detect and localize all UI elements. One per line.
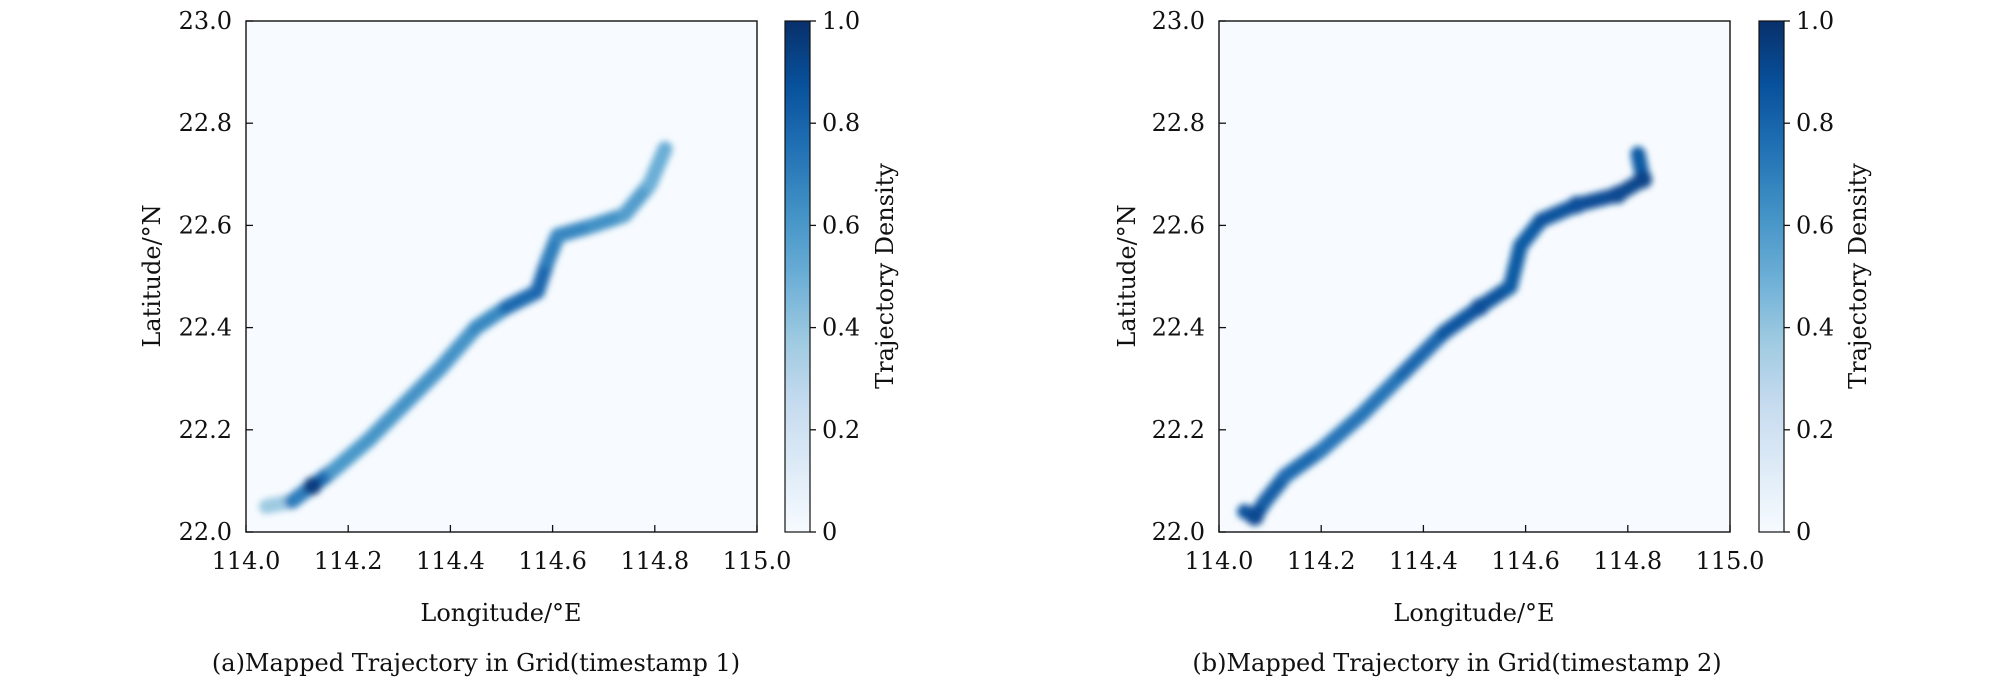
trajectory-hotspot <box>303 477 322 496</box>
y-tick-label: 22.6 <box>1152 211 1205 239</box>
trajectory-hotspot <box>1608 185 1627 204</box>
colorbar-axis: 0 0.2 0.4 0.6 0.8 1.0 <box>1784 7 1834 546</box>
chart-a: 114.0 114.2 114.4 114.6 114.8 115.0 22.022.22… <box>138 7 899 677</box>
y-axis: 22.0 22.2 22.4 22.6 22.8 23.0 <box>1152 7 1226 546</box>
colorbar-tick-label: 0.6 <box>1796 211 1834 239</box>
colorbar-tick-label: 0.6 <box>822 211 860 239</box>
colorbar <box>784 20 811 533</box>
trajectory-hotspot <box>1245 507 1264 526</box>
x-tick-label: 115.0 <box>1696 547 1765 575</box>
plot-frame <box>245 20 758 533</box>
trajectory-layer <box>258 141 673 514</box>
x-axis-label: Longitude/°E <box>420 599 581 627</box>
colorbar <box>1758 20 1785 533</box>
trajectory-segment <box>1313 406 1370 458</box>
chart-b: 114.0 114.2 114.4 114.6 114.8 115.0 22.022.22… <box>1113 7 1872 677</box>
y-tick-label: 22.2 <box>1152 416 1205 444</box>
x-tick-label: 114.4 <box>1389 547 1458 575</box>
x-tick-label: 114.8 <box>1593 547 1662 575</box>
trajectory-hotspot <box>1634 170 1653 189</box>
x-tick-label: 114.6 <box>518 547 587 575</box>
chart-caption: (b)Mapped Trajectory in Grid(timestamp 2… <box>1192 649 1721 677</box>
y-tick-label: 22.4 <box>179 314 232 342</box>
trajectory-segment <box>361 396 412 448</box>
x-tick-label: 114.0 <box>212 547 281 575</box>
y-tick-label: 22.0 <box>1152 518 1205 546</box>
colorbar-tick-label: 1.0 <box>822 7 860 35</box>
plot-area <box>246 21 757 532</box>
y-tick-label: 22.2 <box>179 416 232 444</box>
y-axis: 22.0 22.2 22.4 22.6 22.8 23.0 <box>179 7 253 546</box>
x-tick-label: 115.0 <box>723 547 792 575</box>
y-tick-label: 22.8 <box>1152 109 1205 137</box>
x-tick-label: 114.2 <box>314 547 383 575</box>
trajectory-segment <box>396 360 448 412</box>
plot-frame <box>1218 20 1731 533</box>
colorbar-tick-label: 1.0 <box>1796 7 1834 35</box>
trajectory-hotspot <box>1470 298 1489 317</box>
colorbar-tick-label: 0.8 <box>1796 109 1834 137</box>
y-tick-label: 23.0 <box>1152 7 1205 35</box>
x-tick-label: 114.4 <box>416 547 485 575</box>
trajectory-layer <box>1237 146 1653 526</box>
colorbar-tick-label: 0.2 <box>1796 416 1834 444</box>
colorbar-tick-label: 0.4 <box>1796 314 1834 342</box>
x-tick-label: 114.2 <box>1287 547 1356 575</box>
trajectory-segment <box>1354 366 1411 422</box>
colorbar-label: Trajectory Density <box>871 163 899 389</box>
trajectory-hotspot <box>1567 195 1586 214</box>
colorbar-tick-label: 0.2 <box>822 416 860 444</box>
colorbar-axis: 0 0.2 0.4 0.6 0.8 1.0 <box>810 7 860 546</box>
y-tick-label: 22.0 <box>179 518 232 546</box>
trajectory-segment <box>325 432 377 479</box>
colorbar-tick-label: 0.8 <box>822 109 860 137</box>
y-axis-label: Latitude/°N <box>1113 204 1141 347</box>
x-axis-label: Longitude/°E <box>1393 599 1554 627</box>
y-axis-label: Latitude/°N <box>138 204 166 347</box>
trajectory-segment <box>642 141 673 193</box>
y-tick-label: 22.8 <box>179 109 232 137</box>
colorbar-label: Trajectory Density <box>1844 163 1872 389</box>
x-tick-label: 114.6 <box>1491 547 1560 575</box>
chart-caption: (a)Mapped Trajectory in Grid(timestamp 1… <box>212 649 740 677</box>
x-tick-label: 114.0 <box>1185 547 1254 575</box>
y-tick-label: 23.0 <box>179 7 232 35</box>
x-axis: 114.0 114.2 114.4 114.6 114.8 115.0 <box>1185 525 1765 575</box>
plot-area <box>1219 21 1730 532</box>
trajectory-segment <box>1395 325 1452 382</box>
y-tick-label: 22.4 <box>1152 314 1205 342</box>
x-tick-label: 114.8 <box>620 547 689 575</box>
trajectory-segment <box>432 320 484 376</box>
colorbar-tick-label: 0 <box>822 518 837 546</box>
y-tick-label: 22.6 <box>179 211 232 239</box>
colorbar-tick-label: 0 <box>1796 518 1811 546</box>
x-axis: 114.0 114.2 114.4 114.6 114.8 115.0 <box>212 525 792 575</box>
colorbar-tick-label: 0.4 <box>822 314 860 342</box>
